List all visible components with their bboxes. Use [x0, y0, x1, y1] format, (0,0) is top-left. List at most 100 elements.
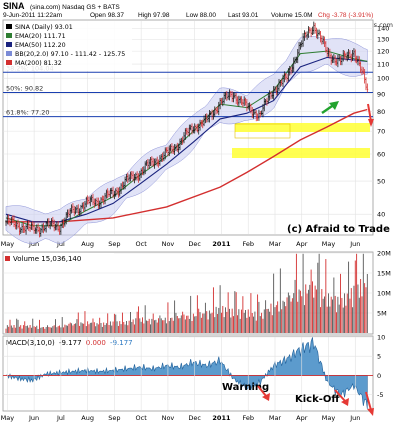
macd-y-tick-label: 0 — [377, 372, 381, 380]
green-arrow-head — [329, 101, 339, 110]
macd-x-axis: May Jun Jul Aug Sep Oct Nov Dec 2011 Feb Mar Apr May… — [1, 337, 360, 422]
credit-annotation: (c) Afraid to Trade — [287, 224, 390, 235]
price-bars — [5, 21, 369, 238]
macd-y-tick-label: -5 — [377, 391, 383, 399]
exchange-label: (sina.com) Nasdaq GS + BATS — [30, 4, 120, 11]
price-y-tick-label: 140 — [377, 25, 389, 33]
x-tick-label: May — [322, 240, 336, 248]
legend-swatch — [6, 24, 12, 29]
red-arrow-kickoff-2 — [365, 391, 374, 416]
macd-label-bg — [4, 337, 179, 347]
fib-label: 50%: 90.82 — [6, 84, 43, 92]
price-y-tick-label: 40 — [377, 211, 385, 219]
legend-swatch — [6, 33, 12, 38]
price-legend: SINA (Daily) 93.01 EMA(20) 111.71 EMA(50) … — [4, 21, 132, 71]
fib-label: 61.8%: 77.20 — [6, 109, 50, 117]
x-tick-label: Dec — [188, 240, 201, 248]
legend-swatch — [6, 51, 12, 56]
highlight-zone-618 — [232, 148, 370, 158]
legend-label: MA(200) 81.32 — [15, 60, 62, 67]
x-tick-label: Mar — [269, 414, 282, 422]
volume-bars — [5, 253, 368, 333]
macd-area — [5, 337, 368, 409]
volume-y-axis: 5M 10M 15M 20M — [377, 250, 391, 318]
ema50-line — [5, 56, 368, 223]
macd-value-3: -9.177 — [110, 339, 133, 347]
x-tick-label: Jun — [349, 240, 360, 248]
macd-name: MACD(3,10,0) — [6, 339, 55, 347]
x-tick-label: Oct — [136, 414, 148, 422]
legend-label: BB(20,2.0) 97.10 - 111.42 - 125.75 — [15, 51, 125, 58]
x-tick-label: 2011 — [212, 240, 231, 248]
x-tick-label: Sep — [108, 240, 120, 248]
red-arrow-warning — [257, 385, 270, 401]
price-panel: 40 50 60 70 80 90 100 110 120 130 140 May Jun Jul Aug… — [1, 19, 390, 248]
red-arrow-price-shaft — [367, 103, 372, 122]
macd-y-tick-label: 10 — [377, 334, 385, 342]
volume-y-tick-label: 20M — [377, 250, 391, 258]
kickoff-annotation: Kick-Off — [295, 394, 340, 405]
macd-y-axis: -5 0 5 10 — [377, 334, 385, 400]
change-label: Chg -3.78 (-3.91%) — [318, 12, 373, 19]
price-y-tick-label: 90 — [377, 90, 385, 98]
volume-y-tick-label: 5M — [377, 310, 387, 318]
x-tick-label: Jun — [28, 240, 39, 248]
x-tick-label: Apr — [296, 414, 308, 422]
price-y-tick-label: 120 — [377, 48, 389, 56]
red-arrow-warning-shaft — [257, 385, 267, 397]
macd-label: MACD(3,10,0) -9.177 0.000 -9.177 — [6, 339, 133, 347]
warning-annotation: Warning — [222, 382, 269, 393]
legend-label: EMA(20) 111.71 — [15, 33, 66, 40]
red-arrow-warning-head — [262, 393, 270, 401]
low-label: Low 88.00 — [186, 12, 216, 19]
x-tick-label: Feb — [242, 240, 254, 248]
volume-label-bg — [4, 253, 114, 263]
x-tick-label: Aug — [81, 240, 94, 248]
price-y-tick-label: 130 — [377, 36, 389, 44]
price-y-tick-label: 100 — [377, 75, 389, 83]
legend-swatch — [6, 42, 12, 47]
highlight-box-feb — [234, 123, 291, 139]
x-tick-label: Feb — [242, 414, 254, 422]
x-tick-label: Jul — [56, 240, 65, 248]
last-label: Last 93.01 — [228, 12, 259, 19]
red-arrow-price — [367, 103, 374, 127]
volume-panel: 5M 10M 15M 20M Volume 15,036,140 — [2, 250, 391, 335]
x-tick-label: May — [1, 240, 15, 248]
x-tick-label: Mar — [269, 240, 282, 248]
volume-y-tick-label: 15M — [377, 270, 391, 278]
red-arrow-kickoff-2-head — [367, 408, 374, 416]
macd-value-1: -9.177 — [59, 339, 82, 347]
high-label: High 97.98 — [138, 12, 170, 19]
red-arrow-kickoff-1 — [334, 389, 349, 406]
symbol-label: SINA — [3, 1, 25, 11]
red-arrow-price-head — [368, 119, 374, 127]
x-tick-label: Oct — [136, 240, 148, 248]
price-y-tick-label: 60 — [377, 151, 385, 159]
legend-label: SINA (Daily) 93.01 — [15, 24, 73, 31]
price-y-axis: 40 50 60 70 80 90 100 110 120 130 140 — [377, 25, 389, 219]
legend-swatch — [6, 60, 12, 65]
price-y-tick-label: 80 — [377, 108, 385, 116]
x-tick-label: May — [1, 414, 15, 422]
red-arrow-kickoff-1-shaft — [334, 389, 346, 402]
x-tick-label: Jul — [56, 414, 65, 422]
open-label: Open 98.37 — [90, 12, 124, 19]
volume-y-tick-label: 10M — [377, 290, 391, 298]
red-arrow-kickoff-1-head — [341, 398, 349, 406]
x-tick-label: 2011 — [212, 414, 231, 422]
x-tick-label: Jun — [28, 414, 39, 422]
volume-header-label: Volume 15.0M — [271, 12, 313, 19]
date-label: 9-Jun-2011 11:22am — [3, 12, 62, 19]
macd-value-2: 0.000 — [86, 339, 106, 347]
x-tick-label: May — [322, 414, 336, 422]
red-arrow-kickoff-2-shaft — [365, 391, 372, 411]
price-y-tick-label: 110 — [377, 61, 389, 69]
x-tick-label: Dec — [188, 414, 201, 422]
price-y-tick-label: 70 — [377, 128, 385, 136]
volume-panel-label: Volume 15,036,140 — [13, 255, 81, 263]
legend-bg — [4, 21, 132, 71]
